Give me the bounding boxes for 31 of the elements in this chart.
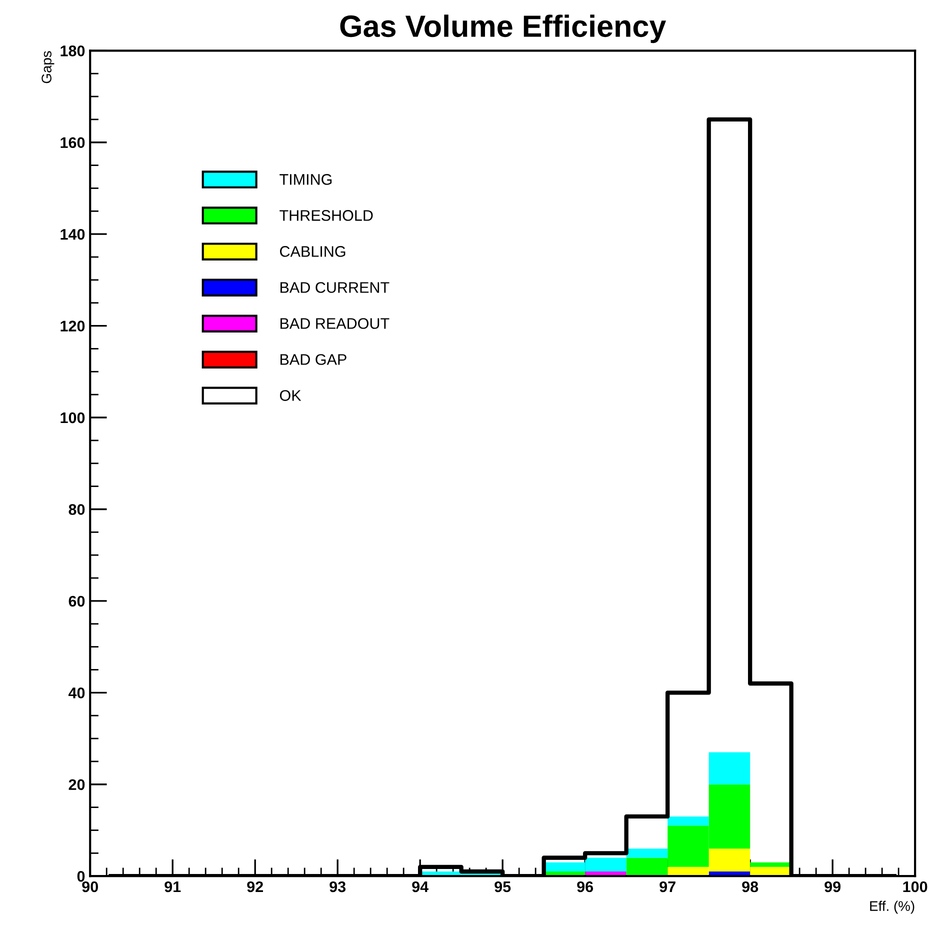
x-axis-title: Eff. (%) bbox=[870, 900, 914, 914]
legend-label: OK bbox=[280, 390, 302, 401]
x-tick-label: 95 bbox=[494, 881, 511, 892]
x-tick-label: 99 bbox=[824, 881, 840, 892]
x-tick-label: 98 bbox=[742, 881, 758, 892]
x-tick-label: 93 bbox=[330, 881, 346, 892]
legend-label: THRESHOLD bbox=[280, 210, 373, 221]
y-tick-label: 20 bbox=[68, 779, 85, 790]
y-tick-label: 160 bbox=[60, 137, 85, 148]
y-axis-title: Gaps bbox=[42, 51, 54, 84]
x-tick-label: 96 bbox=[577, 881, 594, 892]
x-tick-label: 100 bbox=[903, 881, 928, 892]
legend-label: CABLING bbox=[280, 246, 346, 257]
x-tick-label: 92 bbox=[247, 881, 263, 892]
legend-label: TIMING bbox=[280, 174, 332, 185]
y-tick-label: 80 bbox=[68, 504, 85, 515]
y-tick-label: 100 bbox=[60, 412, 85, 424]
legend-label: BAD CURRENT bbox=[280, 282, 390, 293]
x-tick-label: 90 bbox=[82, 881, 98, 892]
y-tick-label: 40 bbox=[68, 688, 85, 698]
x-tick-label: 97 bbox=[660, 881, 676, 892]
y-tick-label: 180 bbox=[60, 46, 85, 56]
y-tick-label: 120 bbox=[60, 320, 85, 332]
y-tick-label: 0 bbox=[77, 870, 85, 882]
legend-label: BAD GAP bbox=[280, 354, 346, 365]
chart-title: Gas Volume Efficiency bbox=[340, 14, 666, 44]
x-tick-label: 91 bbox=[164, 881, 181, 892]
x-tick-label: 94 bbox=[412, 881, 429, 892]
y-tick-label: 60 bbox=[68, 596, 85, 607]
y-tick-label: 140 bbox=[60, 228, 85, 240]
legend-label: BAD READOUT bbox=[280, 318, 390, 329]
